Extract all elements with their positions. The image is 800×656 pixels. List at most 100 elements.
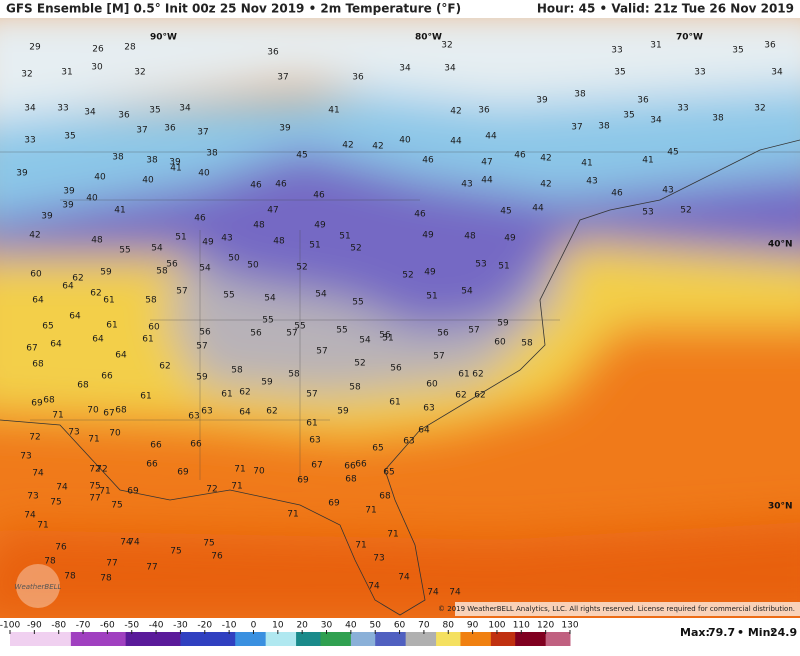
station-value: 71 xyxy=(355,541,366,551)
station-value: 36 xyxy=(478,106,490,116)
station-value: 37 xyxy=(136,126,147,136)
colorbar-cell xyxy=(490,632,498,646)
colorbar-label: 60 xyxy=(394,621,406,631)
station-value: 37 xyxy=(277,73,288,83)
station-value: 60 xyxy=(148,323,160,333)
colorbar-cell xyxy=(563,632,571,646)
station-value: 73 xyxy=(68,428,79,438)
station-value: 53 xyxy=(475,260,486,270)
station-value: 36 xyxy=(764,41,776,51)
colorbar-cell xyxy=(405,632,413,646)
station-value: 78 xyxy=(64,572,76,582)
title: GFS Ensemble [M] 0.5° Init 00z 25 Nov 20… xyxy=(6,2,461,16)
colorbar-cell xyxy=(472,632,480,646)
station-value: 62 xyxy=(159,362,170,372)
colorbar-cell xyxy=(216,632,224,646)
station-value: 68 xyxy=(379,492,391,502)
colorbar-label: 100 xyxy=(488,621,505,631)
colorbar-cell xyxy=(150,632,157,646)
colorbar-label: 110 xyxy=(513,621,530,631)
station-value: 33 xyxy=(24,136,35,146)
colorbar-cell xyxy=(46,632,54,646)
station-value: 42 xyxy=(372,142,383,152)
station-value: 67 xyxy=(311,461,322,471)
station-value: 26 xyxy=(92,45,104,55)
colorbar-cell xyxy=(557,632,565,646)
colorbar-cell xyxy=(210,632,218,646)
colorbar-cell xyxy=(125,632,133,646)
station-value: 46 xyxy=(194,214,206,224)
station-value: 44 xyxy=(481,176,493,186)
station-value: 44 xyxy=(450,137,462,147)
station-value: 42 xyxy=(342,141,353,151)
station-value: 54 xyxy=(151,244,163,254)
station-value: 42 xyxy=(29,231,40,241)
station-value: 59 xyxy=(337,407,349,417)
station-value: 51 xyxy=(309,241,320,251)
station-value: 78 xyxy=(44,557,56,567)
station-value: 40 xyxy=(86,194,98,204)
station-value: 70 xyxy=(253,467,265,477)
station-value: 71 xyxy=(99,487,110,497)
station-value: 51 xyxy=(175,233,186,243)
colorbar-cell xyxy=(168,632,175,646)
station-value: 68 xyxy=(43,396,55,406)
station-value: 70 xyxy=(109,429,121,439)
colorbar-cell xyxy=(484,632,492,646)
station-value: 60 xyxy=(494,338,506,348)
station-value: 61 xyxy=(103,296,114,306)
colorbar-cell xyxy=(70,632,78,646)
colorbar-cell xyxy=(369,632,376,646)
station-value: 61 xyxy=(142,335,153,345)
station-value: 73 xyxy=(373,554,384,564)
colorbar-cell xyxy=(308,632,315,646)
station-value: 58 xyxy=(145,296,157,306)
colorbar-cell xyxy=(58,632,66,646)
colorbar-cell xyxy=(417,632,425,646)
colorbar-cell xyxy=(52,632,60,646)
borders xyxy=(0,151,800,480)
colorbar-label: 90 xyxy=(467,621,479,631)
station-value: 49 xyxy=(314,221,326,231)
station-value: 64 xyxy=(418,426,430,436)
station-value: 38 xyxy=(112,153,124,163)
station-value: 50 xyxy=(228,254,240,264)
colorbar-cell xyxy=(143,632,151,646)
station-value: 64 xyxy=(115,351,127,361)
station-value: 66 xyxy=(101,372,113,382)
station-value: 64 xyxy=(69,312,81,322)
station-value: 77 xyxy=(146,563,157,573)
station-value: 36 xyxy=(637,96,649,106)
colorbar-cell xyxy=(229,632,236,646)
station-value: 34 xyxy=(399,64,411,74)
station-value: 68 xyxy=(345,475,357,485)
station-value: 72 xyxy=(89,465,100,475)
station-value: 39 xyxy=(536,96,548,106)
colorbar-cell xyxy=(241,632,248,646)
colorbar-cell xyxy=(302,632,309,646)
station-value: 38 xyxy=(712,114,724,124)
colorbar-cell xyxy=(320,632,328,646)
colorbar-cell xyxy=(95,632,102,646)
station-value: 62 xyxy=(239,388,250,398)
colorbar-cell xyxy=(521,632,528,646)
station-value: 52 xyxy=(354,359,365,369)
colorbar-label: 40 xyxy=(345,621,357,631)
station-value: 51 xyxy=(426,292,437,302)
station-value: 38 xyxy=(574,90,586,100)
station-value: 57 xyxy=(468,326,479,336)
station-value: 75 xyxy=(111,501,122,511)
lat-label: 30°N xyxy=(768,502,793,512)
colorbar-cell xyxy=(350,632,358,646)
station-value: 46 xyxy=(313,191,325,201)
station-value: 68 xyxy=(77,381,89,391)
colorbar-cell xyxy=(76,632,84,646)
station-value: 62 xyxy=(474,391,485,401)
colorbar-cell xyxy=(338,632,346,646)
colorbar-cell xyxy=(436,632,443,646)
station-value: 40 xyxy=(142,176,154,186)
station-value: 73 xyxy=(27,492,38,502)
colorbar-label: 50 xyxy=(369,621,381,631)
station-value: 38 xyxy=(146,156,158,166)
station-value: 59 xyxy=(261,378,273,388)
